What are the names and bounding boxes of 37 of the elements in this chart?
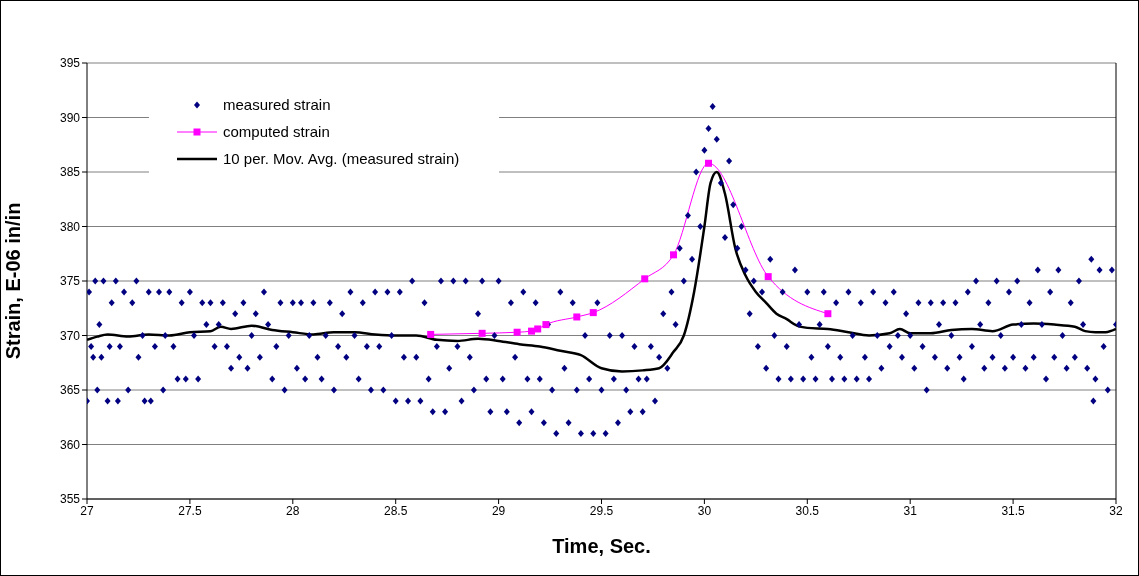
- legend-label: measured strain: [223, 96, 331, 113]
- x-tick-label: 29: [491, 503, 506, 518]
- y-tick-label: 390: [59, 110, 81, 125]
- point: [589, 309, 597, 317]
- point: [764, 273, 772, 281]
- x-axis-title: Time, Sec.: [552, 535, 651, 557]
- x-tick-label: 31.5: [1001, 503, 1026, 518]
- y-tick-label: 355: [59, 492, 81, 507]
- y-tick-label: 380: [59, 219, 81, 234]
- point: [478, 329, 486, 337]
- point: [670, 251, 678, 259]
- y-tick-label: 375: [59, 274, 81, 289]
- y-tick-label: 370: [59, 328, 81, 343]
- legend-label: computed strain: [223, 123, 330, 140]
- x-tick-label: 29.5: [589, 503, 614, 518]
- x-tick-label: 27: [80, 503, 94, 518]
- legend-label: 10 per. Mov. Avg. (measured strain): [223, 150, 460, 167]
- point: [705, 159, 713, 167]
- x-tick-label: 30: [697, 503, 712, 518]
- point: [528, 327, 536, 335]
- point: [513, 328, 521, 336]
- y-axis-title: Strain, E-06 in/in: [2, 202, 25, 360]
- x-tick-label: 32: [1109, 503, 1123, 518]
- y-tick-label: 395: [59, 56, 81, 71]
- point: [824, 310, 832, 318]
- x-tick-label: 30.5: [795, 503, 820, 518]
- x-tick-label: 31: [903, 503, 918, 518]
- y-tick-label: 365: [59, 383, 81, 398]
- x-tick-label: 28: [286, 503, 300, 518]
- point: [427, 330, 435, 338]
- y-tick-label: 360: [59, 437, 81, 452]
- x-tick-label: 28.5: [384, 503, 408, 518]
- point: [573, 313, 581, 321]
- point: [534, 325, 542, 333]
- x-tick-label: 27.5: [178, 503, 202, 518]
- y-tick-label: 385: [59, 165, 81, 180]
- point: [641, 275, 649, 283]
